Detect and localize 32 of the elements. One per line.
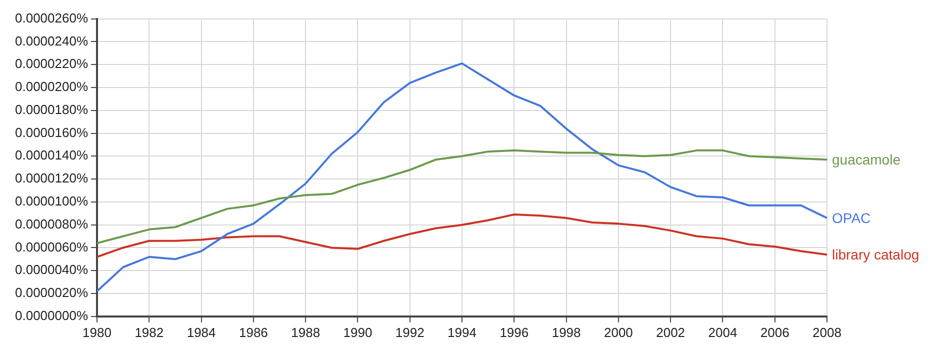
x-tick-label: 1988: [291, 324, 320, 340]
series-label: library catalog: [832, 246, 920, 262]
x-tick-label: 1994: [448, 324, 476, 340]
x-tick-label: 2006: [760, 324, 790, 340]
x-tick-label: 1984: [186, 324, 216, 340]
y-tick-label: 0.0000080%: [14, 216, 88, 232]
y-tick-label: 0.0000260%: [14, 10, 88, 26]
y-tick-label: 0.0000200%: [14, 79, 88, 94]
x-tick-label: 2008: [812, 324, 842, 340]
x-tick-label: 2002: [656, 324, 686, 340]
y-tick-label: 0.0000040%: [14, 262, 88, 278]
y-tick-label: 0.0000060%: [14, 239, 88, 254]
x-tick-label: 1980: [82, 324, 112, 340]
x-tick-label: 1992: [395, 324, 424, 340]
series-label: OPAC: [832, 210, 871, 226]
x-tick-label: 1996: [500, 324, 529, 340]
y-tick-label: 0.0000000%: [14, 308, 88, 323]
x-tick-label: 1998: [552, 324, 581, 340]
y-tick-label: 0.0000220%: [14, 56, 88, 72]
y-tick-label: 0.0000180%: [14, 102, 88, 117]
x-tick-label: 1986: [238, 324, 268, 340]
y-tick-label: 0.0000160%: [14, 124, 88, 140]
x-tick-label: 2000: [604, 324, 633, 340]
series-label: guacamole: [832, 151, 901, 168]
x-tick-label: 2004: [708, 324, 738, 340]
y-tick-label: 0.0000020%: [14, 285, 88, 300]
y-tick-label: 0.0000240%: [14, 33, 88, 48]
y-tick-label: 0.0000120%: [14, 170, 88, 186]
x-tick-label: 1982: [134, 324, 164, 340]
y-tick-label: 0.0000100%: [14, 194, 88, 209]
x-tick-label: 1990: [343, 324, 372, 340]
y-tick-label: 0.0000140%: [14, 148, 88, 163]
